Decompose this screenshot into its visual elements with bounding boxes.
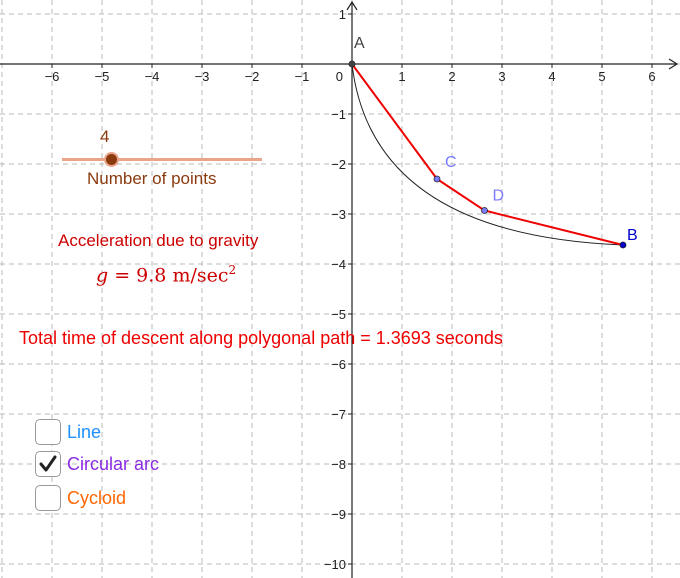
check-icon — [39, 455, 57, 472]
point-label-b: B — [627, 227, 638, 244]
circular-arc-checkbox-label[interactable]: Circular arc — [67, 453, 160, 474]
circular-arc-checkbox[interactable]: Circular arc — [35, 450, 159, 478]
gravity-eq: = 9.8 — [108, 264, 173, 287]
line-checkbox[interactable]: Line — [35, 418, 101, 446]
slider-knob[interactable] — [104, 152, 119, 167]
x-tick-label: −3 — [195, 69, 210, 84]
x-tick-label: 5 — [598, 69, 605, 84]
point-label-a: A — [354, 35, 365, 52]
line-checkbox-box[interactable] — [35, 419, 61, 445]
point-c — [433, 175, 441, 183]
x-tick-label: −6 — [45, 69, 60, 84]
x-tick-label: 2 — [448, 69, 455, 84]
origin-label: 0 — [336, 69, 343, 84]
y-tick-label: −4 — [331, 257, 346, 272]
cycloid-checkbox-box[interactable] — [35, 485, 61, 511]
gravity-formula: g = 9.8 m/sec2 — [96, 263, 236, 286]
point-label-c: C — [445, 154, 457, 171]
x-tick-label: −4 — [145, 69, 160, 84]
gravity-exp: 2 — [228, 263, 237, 277]
y-tick-label: −9 — [331, 507, 346, 522]
slider-label: Number of points — [87, 169, 217, 188]
slider-track[interactable] — [62, 158, 262, 161]
x-tick-label: −5 — [95, 69, 110, 84]
y-tick-label: −3 — [331, 207, 346, 222]
circular-arc-checkbox-box[interactable] — [35, 451, 61, 477]
y-tick-label: −5 — [331, 307, 346, 322]
x-tick-label: −2 — [245, 69, 260, 84]
descent-time-text: Total time of descent along polygonal pa… — [19, 328, 503, 348]
cycloid-checkbox[interactable]: Cycloid — [35, 484, 126, 512]
gravity-unit: m/sec — [172, 264, 229, 287]
x-tick-label: 6 — [648, 69, 655, 84]
cycloid-checkbox-label[interactable]: Cycloid — [67, 487, 127, 508]
circular-arc-curve — [351, 63, 624, 246]
y-tick-label: −8 — [331, 457, 346, 472]
y-tick-label: −10 — [324, 557, 346, 572]
gravity-var: g — [96, 264, 109, 287]
y-tick-label: 1 — [339, 7, 346, 22]
y-tick-label: −7 — [331, 407, 346, 422]
y-tick-label: −2 — [331, 157, 346, 172]
point-a — [348, 60, 356, 68]
point-label-d: D — [493, 188, 505, 205]
x-tick-label: 3 — [498, 69, 505, 84]
point-b — [619, 241, 627, 249]
slider-value: 4 — [100, 127, 110, 146]
y-axis-arrow — [346, 0, 358, 11]
gravity-label: Acceleration due to gravity — [58, 231, 259, 250]
x-tick-label: −1 — [295, 69, 310, 84]
x-tick-label: 4 — [548, 69, 555, 84]
line-checkbox-label[interactable]: Line — [67, 421, 102, 442]
polygonal-path — [351, 63, 624, 246]
x-axis-arrow — [668, 58, 679, 70]
point-d — [481, 207, 488, 214]
y-tick-label: −1 — [331, 107, 346, 122]
x-tick-label: 1 — [398, 69, 405, 84]
y-tick-label: −6 — [331, 357, 346, 372]
